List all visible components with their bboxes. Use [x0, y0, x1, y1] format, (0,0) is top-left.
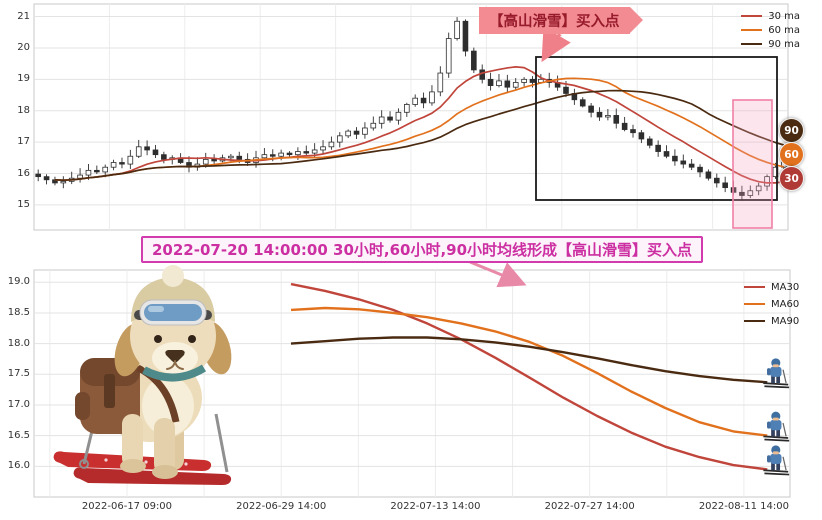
- legend-label: MA30: [771, 281, 800, 293]
- legend-item: 90 ma: [741, 38, 800, 50]
- legend-swatch: [744, 303, 765, 305]
- top-axis-tick: 20: [17, 41, 30, 53]
- buy-point-banner: 【高山滑雪】买入点: [479, 7, 642, 34]
- legend-swatch: [741, 15, 763, 17]
- pink-signal-zone: [732, 99, 773, 229]
- bottom-axis-tick: 16.5: [7, 429, 30, 441]
- top-y-axis: 21 20 19 18 17 16 15: [2, 0, 32, 236]
- bottom-x-tick: 2022-06-29 14:00: [236, 501, 327, 512]
- legend-item: 60 ma: [741, 24, 800, 36]
- legend-label: MA60: [771, 298, 800, 310]
- bottom-x-tick: 2022-07-13 14:00: [390, 501, 481, 512]
- bottom-axis-tick: 18.5: [7, 306, 30, 318]
- ma-badge-60: 60: [779, 142, 804, 167]
- bottom-axis-tick: 16.0: [7, 460, 30, 472]
- top-axis-tick: 19: [17, 73, 30, 85]
- bottom-axis-tick: 19.0: [7, 276, 30, 288]
- bottom-legend: MA30 MA60 MA90: [744, 281, 799, 327]
- bottom-x-tick: 2022-08-11 14:00: [698, 501, 789, 512]
- signal-caption: 2022-07-20 14:00:00 30小时,60小时,90小时均线形成【高…: [141, 236, 704, 263]
- bottom-axis-tick: 17.0: [7, 398, 30, 410]
- top-axis-tick: 16: [17, 167, 30, 179]
- bottom-axis-tick: 18.0: [7, 337, 30, 349]
- ski-dog-image: [53, 265, 232, 485]
- legend-swatch: [741, 29, 763, 31]
- line-MA60: [290, 306, 768, 437]
- legend-item: MA60: [744, 298, 799, 310]
- ma-line-10: [54, 66, 784, 184]
- top-legend: 30 ma 60 ma 90 ma: [741, 10, 800, 50]
- legend-item: 30 ma: [741, 10, 800, 22]
- legend-swatch: [744, 286, 765, 288]
- legend-item: MA90: [744, 315, 799, 327]
- bottom-axis-tick: 17.5: [7, 368, 30, 380]
- bottom-x-tick: 2022-07-27 14:00: [544, 501, 635, 512]
- top-axis-tick: 15: [17, 198, 30, 210]
- legend-swatch: [744, 320, 765, 322]
- signal-caption-label: 2022-07-20 14:00:00 30小时,60小时,90小时均线形成【高…: [152, 241, 693, 259]
- ski-goggles: [134, 299, 212, 326]
- top-axis-tick: 17: [17, 136, 30, 148]
- line-MA30: [290, 282, 768, 471]
- bottom-x-tick: 2022-06-17 09:00: [81, 501, 173, 512]
- legend-label: 90 ma: [768, 38, 800, 50]
- top-axis-tick: 18: [17, 104, 30, 116]
- legend-item: MA30: [744, 281, 799, 293]
- top-candlestick-chart: [33, 3, 789, 231]
- highlight-box: [535, 56, 778, 201]
- ma-badge-90: 90: [779, 118, 804, 143]
- top-axis-tick: 21: [17, 10, 30, 22]
- caption-arrow: [469, 262, 527, 288]
- line-MA90: [290, 336, 768, 384]
- legend-label: 60 ma: [768, 24, 800, 36]
- banner-arrow: [541, 26, 571, 63]
- bottom-x-axis: 2022-06-17 09:00 2022-06-29 14:00 2022-07-…: [0, 501, 822, 517]
- legend-label: MA90: [771, 315, 800, 327]
- bottom-y-axis: 19.0 18.5 18.0 17.5 17.0 16.5 16.0: [2, 262, 32, 512]
- ma-line-30: [54, 89, 785, 182]
- backpack: [75, 358, 180, 434]
- ma-badge-30: 30: [779, 166, 804, 191]
- legend-label: 30 ma: [768, 10, 800, 22]
- legend-swatch: [741, 43, 763, 45]
- buy-point-banner-label: 【高山滑雪】买入点: [489, 14, 620, 30]
